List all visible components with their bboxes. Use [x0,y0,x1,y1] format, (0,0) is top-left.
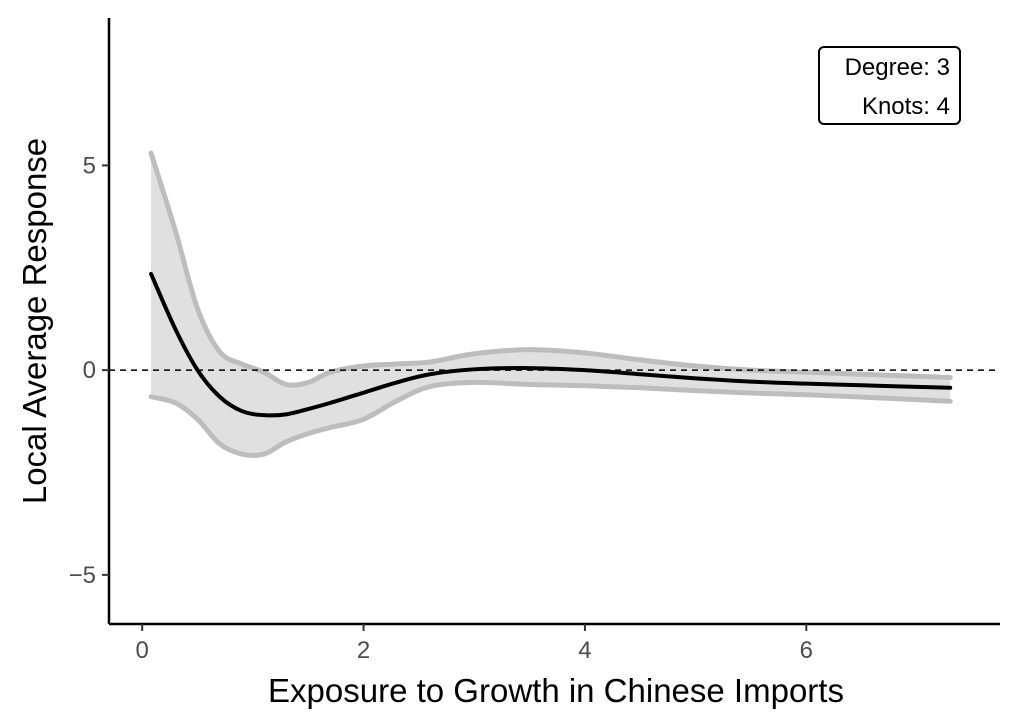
model-info-box: Degree: 3 Knots: 4 [818,46,961,125]
estimate-line-layer [149,271,953,418]
upper-bound-line [148,150,953,388]
x-tick-label: 6 [800,637,813,664]
estimate-line [149,271,953,418]
x-axis-ticks: 0 2 4 6 [136,624,813,664]
x-tick-label: 0 [136,637,149,664]
x-tick-label: 4 [578,637,591,664]
y-axis-ticks: −5 0 5 [69,152,109,589]
model-info-box-border [818,46,961,125]
x-axis-title: Exposure to Growth in Chinese Imports [268,672,844,709]
confidence-band-fill [151,153,951,456]
degree-label: Degree: 3 [845,54,950,81]
y-tick-label: 5 [83,152,96,179]
y-tick-label: −5 [69,562,96,589]
lower-bound-line [148,379,953,458]
y-tick-label: 0 [83,357,96,384]
y-axis-title: Local Average Response [16,138,53,504]
x-tick-label: 2 [357,637,370,664]
confidence-band-layer [148,150,953,458]
knots-label: Knots: 4 [862,93,950,120]
